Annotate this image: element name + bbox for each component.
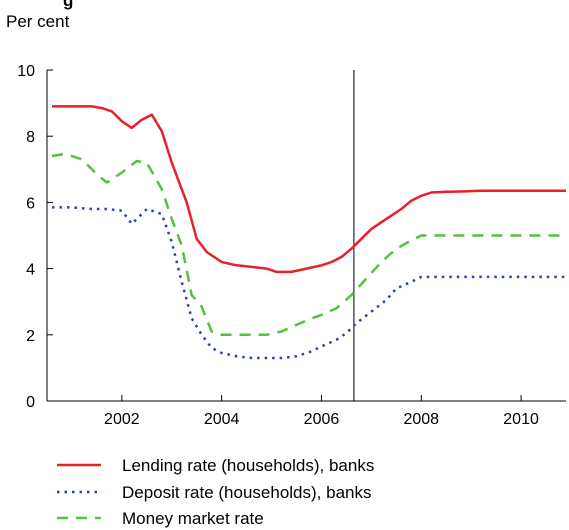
x-tick-label: 2006 [304,411,340,428]
axis-ticks: 0 2 4 6 8 10 2002 2004 2006 2008 2010 [17,63,539,428]
y-tick-label: 6 [26,195,35,212]
series-line-money-market [51,153,566,337]
x-tick-label: 2004 [204,411,240,428]
unit-label: Per cent [6,12,70,31]
legend-item-lending: Lending rate (households), banks [57,456,374,475]
legend-label-money-market: Money market rate [122,509,264,528]
y-tick-label: 0 [26,394,35,411]
axes [46,70,566,402]
series-lines [51,105,566,360]
y-tick-label: 2 [26,328,35,345]
legend-item-money-market: Money market rate [57,509,264,528]
y-tick-label: 10 [17,63,35,80]
legend-label-lending: Lending rate (households), banks [122,456,374,475]
x-tick-label: 2002 [104,411,140,428]
series-line-deposit [52,206,566,360]
x-tick-label: 2010 [503,411,539,428]
legend-label-deposit: Deposit rate (households), banks [122,483,371,502]
series-line-lending [52,105,566,274]
y-tick-label: 4 [26,262,35,279]
legend-item-deposit: Deposit rate (households), banks [57,483,371,502]
y-tick-label: 8 [26,129,35,146]
x-tick-label: 2008 [403,411,439,428]
chart-title: g [63,0,73,10]
legend: Lending rate (households), banks Deposit… [57,456,374,528]
